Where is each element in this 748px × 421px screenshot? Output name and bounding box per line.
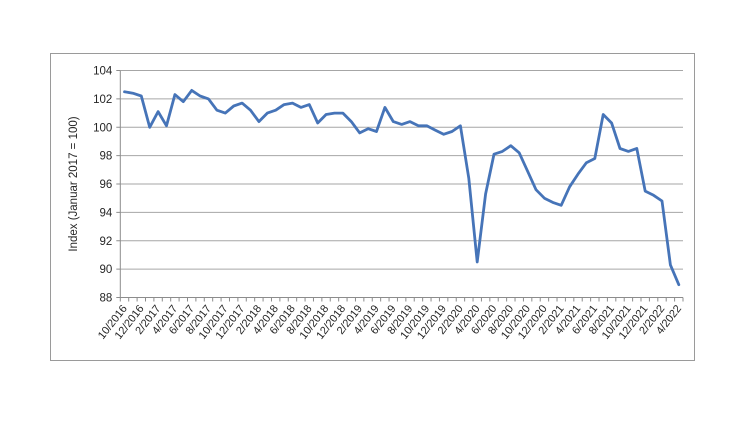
index-line-series xyxy=(123,89,681,287)
y-tick-label: 104 xyxy=(93,66,113,78)
chart-frame xyxy=(50,53,695,361)
y-tick-label: 90 xyxy=(100,264,113,276)
y-tick-label: 100 xyxy=(93,122,112,134)
y-axis-title: Index (Januar 2017 = 100) xyxy=(68,116,80,251)
y-tick-label: 96 xyxy=(100,179,113,191)
y-tick-label: 102 xyxy=(93,94,112,106)
y-tick-label: 92 xyxy=(100,236,113,248)
y-tick-label: 88 xyxy=(100,293,113,305)
y-tick-label: 98 xyxy=(100,151,113,163)
y-tick-label: 94 xyxy=(100,207,113,219)
